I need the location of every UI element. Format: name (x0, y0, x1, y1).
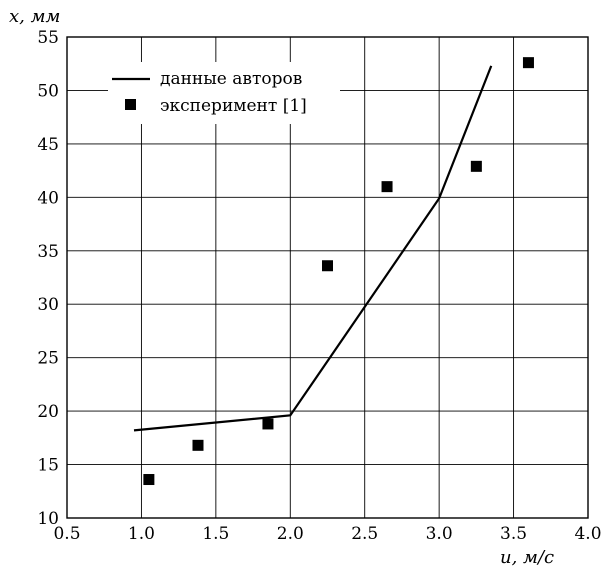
legend-label-model: данные авторов (160, 69, 302, 89)
experiment-point (192, 439, 204, 451)
y-tick-label: 45 (37, 135, 59, 155)
y-tick-label: 15 (37, 456, 59, 476)
x-tick-label: 3.5 (500, 524, 527, 544)
series-group (133, 57, 534, 486)
x-tick-label: 4.0 (574, 524, 601, 544)
legend-marker-square (125, 99, 136, 110)
y-tick-label: 25 (37, 349, 59, 369)
y-tick-label: 55 (37, 28, 59, 48)
y-tick-label: 10 (37, 509, 59, 529)
experiment-point (381, 181, 393, 193)
legend-label-experiment: эксперимент [1] (160, 96, 307, 116)
plot-frame (66, 36, 589, 519)
y-tick-labels: 10 15 20 25 30 35 40 45 50 55 (37, 28, 59, 529)
y-tick-label: 30 (37, 295, 59, 315)
y-tick-label: 40 (37, 188, 59, 208)
x-tick-labels: 0.5 1.0 1.5 2.0 2.5 3.0 3.5 4.0 (53, 524, 601, 544)
x-tick-label: 3.0 (426, 524, 453, 544)
legend-background (108, 62, 340, 124)
x-tick-label: 0.5 (53, 524, 80, 544)
x-tick-label: 2.0 (277, 524, 304, 544)
y-tick-label: 50 (37, 81, 59, 101)
experiment-point (143, 474, 155, 486)
x-axis-title: u, м/с (500, 547, 554, 568)
y-tick-label: 35 (37, 242, 59, 262)
y-tick-label: 20 (37, 402, 59, 422)
x-tick-label: 1.0 (128, 524, 155, 544)
legend: данные авторов эксперимент [1] (108, 62, 340, 124)
y-axis-title: x, мм (9, 6, 60, 27)
experiment-point (522, 57, 534, 69)
experiment-point (322, 260, 333, 272)
plot-area-border (66, 36, 589, 519)
series-line-model (133, 65, 493, 432)
experiment-point (262, 418, 274, 430)
x-tick-label: 1.5 (202, 524, 229, 544)
experiment-point (470, 160, 482, 172)
x-tick-label: 2.5 (351, 524, 378, 544)
